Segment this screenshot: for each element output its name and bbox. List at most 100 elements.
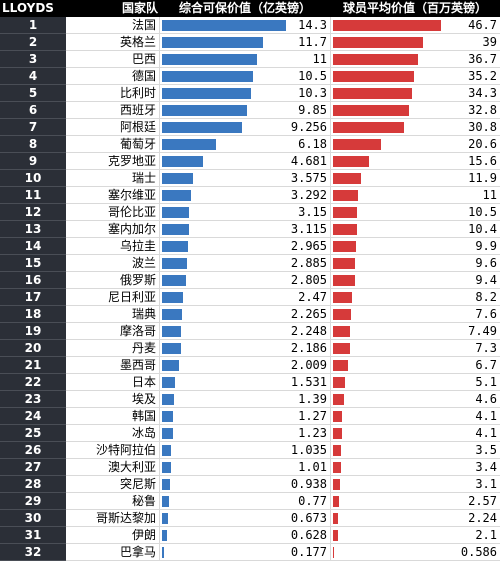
player-value-bar	[333, 479, 340, 490]
player-value-cell: 2.1	[330, 527, 500, 544]
player-value-cell: 4.6	[330, 391, 500, 408]
insured-value-bar	[162, 241, 188, 252]
player-value-cell: 35.2	[330, 68, 500, 85]
rank-cell: 27	[0, 459, 66, 476]
rank-cell: 6	[0, 102, 66, 119]
rank-cell: 24	[0, 408, 66, 425]
country-cell: 秘鲁	[66, 493, 159, 510]
player-value-label: 7.3	[475, 341, 497, 355]
country-cell: 丹麦	[66, 340, 159, 357]
insured-value-label: 2.965	[290, 239, 327, 253]
insured-value-label: 1.39	[298, 392, 327, 406]
table-row: 28 突尼斯 0.938 3.1	[0, 476, 500, 493]
player-value-cell: 2.24	[330, 510, 500, 527]
player-value-label: 15.6	[468, 154, 497, 168]
insured-value-label: 2.265	[290, 307, 327, 321]
insured-value-label: 0.628	[290, 528, 327, 542]
player-value-bar	[333, 496, 339, 507]
player-value-label: 3.1	[475, 477, 497, 491]
insured-value-cell: 2.47	[159, 289, 330, 306]
country-cell: 韩国	[66, 408, 159, 425]
rank-cell: 17	[0, 289, 66, 306]
insured-value-cell: 11	[159, 51, 330, 68]
country-cell: 阿根廷	[66, 119, 159, 136]
player-value-label: 9.4	[475, 273, 497, 287]
player-value-label: 32.8	[468, 103, 497, 117]
player-value-bar	[333, 207, 357, 218]
insured-value-label: 2.805	[290, 273, 327, 287]
insured-value-cell: 0.628	[159, 527, 330, 544]
table-row: 32 巴拿马 0.177 0.586	[0, 544, 500, 561]
table-row: 26 沙特阿拉伯 1.035 3.5	[0, 442, 500, 459]
player-value-cell: 7.49	[330, 323, 500, 340]
player-value-bar	[333, 445, 341, 456]
insured-value-bar	[162, 156, 203, 167]
rank-cell: 7	[0, 119, 66, 136]
country-cell: 法国	[66, 17, 159, 34]
insured-value-label: 3.575	[290, 171, 327, 185]
insured-value-label: 3.292	[290, 188, 327, 202]
player-value-bar	[333, 105, 409, 116]
table-row: 2 英格兰 11.7 39	[0, 34, 500, 51]
header-insured-value: 综合可保价值（亿英镑）	[178, 1, 311, 15]
insured-value-bar	[162, 54, 257, 65]
insured-value-label: 2.248	[290, 324, 327, 338]
player-value-bar	[333, 190, 358, 201]
table-row: 11 塞尔维亚 3.292 11	[0, 187, 500, 204]
rank-cell: 15	[0, 255, 66, 272]
table-row: 5 比利时 10.3 34.3	[0, 85, 500, 102]
insured-value-cell: 0.938	[159, 476, 330, 493]
insured-value-label: 4.681	[290, 154, 327, 168]
country-cell: 德国	[66, 68, 159, 85]
player-value-label: 30.8	[468, 120, 497, 134]
country-cell: 巴拿马	[66, 544, 159, 561]
player-value-label: 10.5	[468, 205, 497, 219]
insured-value-label: 9.85	[298, 103, 327, 117]
country-cell: 摩洛哥	[66, 323, 159, 340]
header-rank: LLOYDS	[2, 1, 54, 15]
insured-value-label: 11.7	[298, 35, 327, 49]
insured-value-cell: 0.673	[159, 510, 330, 527]
insured-value-cell: 2.965	[159, 238, 330, 255]
insured-value-cell: 10.3	[159, 85, 330, 102]
country-cell: 西班牙	[66, 102, 159, 119]
rank-cell: 19	[0, 323, 66, 340]
insured-value-bar	[162, 37, 263, 48]
insured-value-cell: 1.27	[159, 408, 330, 425]
insured-value-cell: 3.115	[159, 221, 330, 238]
player-value-label: 34.3	[468, 86, 497, 100]
insured-value-label: 1.27	[298, 409, 327, 423]
insured-value-label: 0.673	[290, 511, 327, 525]
insured-value-cell: 14.3	[159, 17, 330, 34]
player-value-label: 9.6	[475, 256, 497, 270]
player-value-label: 46.7	[468, 18, 497, 32]
insured-value-bar	[162, 173, 193, 184]
player-value-cell: 10.4	[330, 221, 500, 238]
insured-value-label: 2.186	[290, 341, 327, 355]
insured-value-label: 1.531	[290, 375, 327, 389]
table-row: 4 德国 10.5 35.2	[0, 68, 500, 85]
player-value-cell: 8.2	[330, 289, 500, 306]
player-value-bar	[333, 54, 418, 65]
player-value-bar	[333, 411, 342, 422]
table-row: 25 冰岛 1.23 4.1	[0, 425, 500, 442]
table-row: 21 墨西哥 2.009 6.7	[0, 357, 500, 374]
table-row: 24 韩国 1.27 4.1	[0, 408, 500, 425]
table-row: 16 俄罗斯 2.805 9.4	[0, 272, 500, 289]
insured-value-cell: 9.85	[159, 102, 330, 119]
player-value-label: 5.1	[475, 375, 497, 389]
table-row: 22 日本 1.531 5.1	[0, 374, 500, 391]
table-row: 7 阿根廷 9.256 30.8	[0, 119, 500, 136]
insured-value-bar	[162, 207, 189, 218]
table-row: 23 埃及 1.39 4.6	[0, 391, 500, 408]
insured-value-label: 1.035	[290, 443, 327, 457]
rank-cell: 30	[0, 510, 66, 527]
insured-value-bar	[162, 530, 167, 541]
insured-value-label: 3.115	[290, 222, 327, 236]
player-value-bar	[333, 547, 334, 558]
player-value-label: 10.4	[468, 222, 497, 236]
insured-value-bar	[162, 326, 181, 337]
table-row: 13 塞内加尔 3.115 10.4	[0, 221, 500, 238]
country-cell: 澳大利亚	[66, 459, 159, 476]
player-value-bar	[333, 37, 423, 48]
